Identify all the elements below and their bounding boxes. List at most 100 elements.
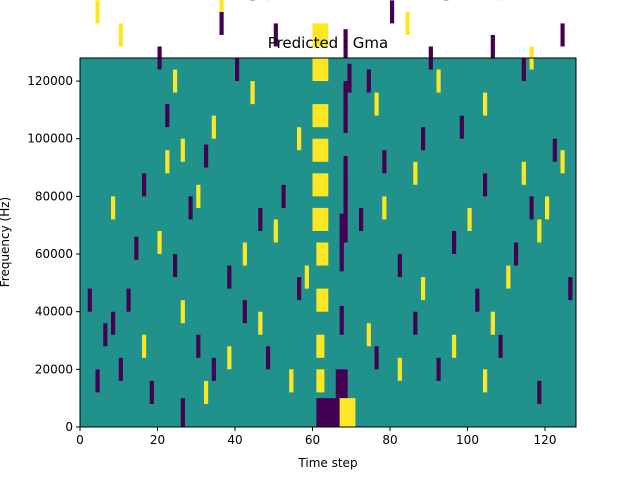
heatmap-cell-low xyxy=(111,312,115,335)
heatmap-cell-high xyxy=(320,104,324,127)
heatmap-cell-high xyxy=(181,300,185,323)
heatmap-cell-low xyxy=(119,358,123,381)
heatmap-cell-high xyxy=(158,231,162,254)
x-tick-label: 100 xyxy=(456,433,479,447)
heatmap-cell-low xyxy=(340,306,344,335)
heatmap-cell-high xyxy=(324,243,328,266)
heatmap-cell-low xyxy=(340,369,344,398)
heatmap-cell-low xyxy=(553,139,557,162)
heatmap-cell-high xyxy=(258,312,262,335)
y-axis-label: Frequency (Hz) xyxy=(0,197,12,288)
heatmap-cell-low xyxy=(347,64,351,93)
heatmap-cell-low xyxy=(336,369,340,398)
heatmap-cell-low xyxy=(88,289,92,312)
heatmap-cell-high xyxy=(491,312,495,335)
heatmap-cell-high xyxy=(320,58,324,81)
heatmap-cell-high xyxy=(320,173,324,196)
heatmap-cell-high xyxy=(204,381,208,404)
heatmap-cell-high xyxy=(96,0,100,23)
heatmap-cell-high xyxy=(220,0,224,12)
heatmap-cell-high xyxy=(340,398,344,427)
heatmap-cell-high xyxy=(297,127,301,150)
heatmap-cell-low xyxy=(150,381,154,404)
heatmap-cell-low xyxy=(340,243,344,272)
heatmap-cell-high xyxy=(398,358,402,381)
heatmap-cell-high xyxy=(212,116,216,139)
y-tick-label: 60000 xyxy=(35,247,73,261)
heatmap-cell-high xyxy=(305,266,309,289)
heatmap-cell-low xyxy=(437,358,441,381)
heatmap-cell-high xyxy=(406,12,410,35)
heatmap-cell-low xyxy=(359,208,363,231)
heatmap-cell-low xyxy=(227,266,231,289)
heatmap-cell-high xyxy=(243,243,247,266)
y-tick-label: 40000 xyxy=(35,305,73,319)
heatmap-cell-low xyxy=(220,12,224,35)
heatmap-cell-high xyxy=(274,219,278,242)
heatmap-cell-low xyxy=(421,127,425,150)
heatmap-cell-low xyxy=(514,243,518,266)
heatmap-cell-low xyxy=(324,398,328,427)
heatmap-cell-low xyxy=(235,58,239,81)
x-tick-label: 80 xyxy=(382,433,397,447)
heatmap-cell-low xyxy=(320,398,324,427)
heatmap-cell-high xyxy=(320,139,324,162)
x-tick-label: 120 xyxy=(534,433,557,447)
heatmap-cell-high xyxy=(483,93,487,116)
y-tick-label: 100000 xyxy=(27,132,73,146)
heatmap-cell-high xyxy=(316,173,320,196)
heatmap-cell-high xyxy=(522,162,526,185)
heatmap-cell-high xyxy=(375,93,379,116)
heatmap-cell-high xyxy=(316,58,320,81)
heatmap-cell-high xyxy=(313,173,317,196)
heatmap-cell-high xyxy=(344,398,348,427)
y-tick-label: 80000 xyxy=(35,189,73,203)
heatmap-cell-low xyxy=(340,214,344,243)
heatmap-cell-low xyxy=(367,70,371,93)
heatmap-cell-low xyxy=(452,231,456,254)
heatmap-cell-low xyxy=(165,104,169,127)
x-tick-label: 0 xyxy=(76,433,84,447)
heatmap-cell-low xyxy=(483,173,487,196)
heatmap-cell-low xyxy=(204,144,208,167)
heatmap-cell-high xyxy=(483,369,487,392)
heatmap-cell-high xyxy=(545,196,549,219)
heatmap-cell-low xyxy=(491,35,495,58)
heatmap-cell-low xyxy=(142,173,146,196)
heatmap-cell-low xyxy=(390,0,394,23)
heatmap-cell-high xyxy=(468,208,472,231)
heatmap-cell-high xyxy=(316,139,320,162)
heatmap-cell-low xyxy=(499,335,503,358)
heatmap-cell-low xyxy=(332,398,336,427)
x-tick-label: 60 xyxy=(305,433,320,447)
heatmap-cell-low xyxy=(344,369,348,398)
heatmap-cell-low xyxy=(344,156,348,185)
heatmap-cell-low xyxy=(212,358,216,381)
heatmap-cell-high xyxy=(324,139,328,162)
heatmap-cell-low xyxy=(382,150,386,173)
heatmap-cell-low xyxy=(375,346,379,369)
heatmap-cell-high xyxy=(324,104,328,127)
heatmap-cell-low xyxy=(134,237,138,260)
heatmap-cell-high xyxy=(316,243,320,266)
heatmap-cell-high xyxy=(165,150,169,173)
heatmap-cell-high xyxy=(181,139,185,162)
heatmap-cell-high xyxy=(316,335,320,358)
heatmap-cell-low xyxy=(96,369,100,392)
heatmap-cell-low xyxy=(522,58,526,81)
heatmap-cell-low xyxy=(181,398,185,427)
heatmap-cell-high xyxy=(142,335,146,358)
heatmap-cell-high xyxy=(251,81,255,104)
heatmap-cell-low xyxy=(336,398,340,427)
heatmap-cell-high xyxy=(324,208,328,231)
heatmap-cell-high xyxy=(227,346,231,369)
heatmap-cell-low xyxy=(537,381,541,404)
heatmap-cell-low xyxy=(196,335,200,358)
y-tick-label: 20000 xyxy=(35,362,73,376)
heatmap-cell-low xyxy=(475,289,479,312)
y-tick-label: 120000 xyxy=(27,74,73,88)
heatmap-cell-high xyxy=(324,173,328,196)
heatmap-cell-high xyxy=(111,196,115,219)
heatmap-cell-low xyxy=(561,23,565,46)
heatmap-cell-high xyxy=(413,162,417,185)
